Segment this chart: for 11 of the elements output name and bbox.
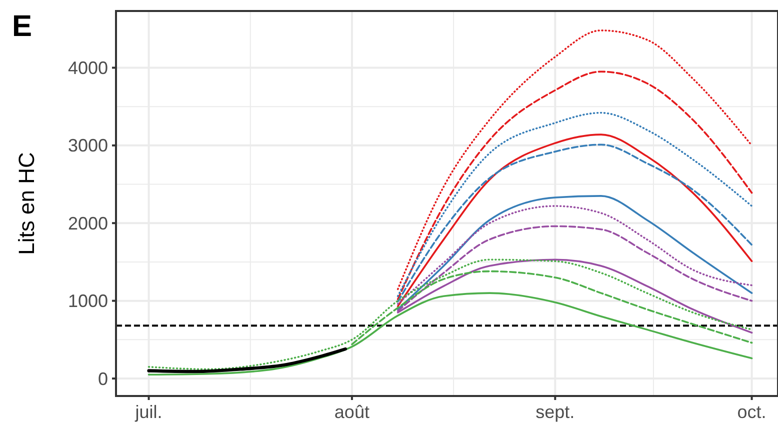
x-tick-label: août [334,402,370,422]
y-tick-label: 2000 [68,213,108,234]
x-tick-label: juil. [134,402,162,422]
y-tick-label: 0 [98,368,108,389]
y-tick-label: 3000 [68,136,108,156]
x-tick-label: sept. [536,402,575,422]
chart-title: E [12,10,32,43]
y-axis-title: Lits en HC [14,152,39,255]
y-tick-label: 1000 [68,291,108,312]
y-tick-label: 4000 [68,58,108,78]
x-tick-label: oct. [737,402,766,422]
